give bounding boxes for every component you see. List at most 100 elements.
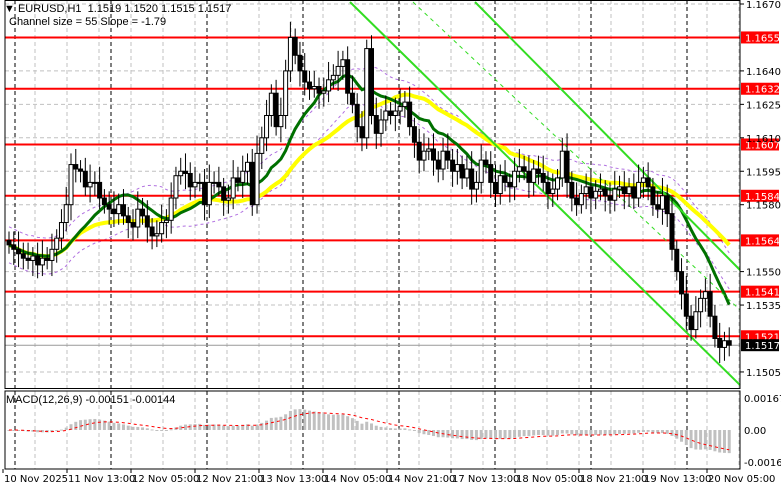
level-value: 1.1521 <box>745 332 780 343</box>
bull-candle <box>617 186 623 190</box>
x-tick-label: 20 Nov 05:00 <box>708 474 775 485</box>
bull-candle <box>87 181 93 188</box>
bear-candle <box>650 186 656 206</box>
macd-bar <box>484 430 488 439</box>
macd-bar <box>217 424 221 430</box>
macd-bar <box>660 430 664 434</box>
bull-candle <box>421 150 427 161</box>
macd-bar <box>341 414 345 430</box>
macd-bar <box>74 421 78 430</box>
bull-candle <box>54 237 60 250</box>
x-tick-label: 18 Nov 21:00 <box>580 474 647 485</box>
bull-candle <box>259 137 265 154</box>
bull-candle <box>550 188 556 195</box>
macd-bar <box>69 424 73 430</box>
bear-candle <box>120 204 126 217</box>
bull-candle <box>173 175 179 199</box>
bear-candle <box>469 168 475 190</box>
bull-candle <box>330 74 336 81</box>
channel-middle <box>412 1 741 311</box>
bull-candle <box>597 188 603 192</box>
y-tick-label: 1.1640 <box>746 67 781 78</box>
bear-candle <box>526 170 532 183</box>
bear-candle <box>11 244 17 250</box>
macd-bar <box>112 422 116 430</box>
bear-candle <box>564 150 570 183</box>
channel-upper <box>474 1 741 271</box>
macd-bar <box>503 430 507 439</box>
macd-bar <box>179 425 183 430</box>
macd-bar <box>527 430 531 437</box>
bear-candle <box>688 315 694 331</box>
macd-bar <box>365 421 369 430</box>
macd-bar <box>117 423 121 430</box>
macd-bar <box>269 417 273 430</box>
bull-candle <box>192 181 198 188</box>
macd-bar <box>722 430 726 453</box>
macd-bar <box>699 430 703 450</box>
bull-candle <box>512 170 518 188</box>
macd-bar <box>455 430 459 439</box>
bull-candle <box>497 175 503 195</box>
collapse-triangle-icon[interactable]: ▼ <box>4 3 18 15</box>
macd-bar <box>708 430 712 450</box>
x-tick-label: 12 Nov 05:00 <box>132 474 199 485</box>
macd-bar <box>245 424 249 430</box>
bull-candle <box>698 297 704 313</box>
level-value: 1.1564 <box>745 236 780 247</box>
bear-candle <box>6 239 12 246</box>
bull-candle <box>168 197 174 221</box>
current-price-value: 1.1517 <box>745 341 780 352</box>
macd-bar <box>579 430 583 436</box>
macd-bar <box>207 424 211 430</box>
macd-bar <box>126 425 130 430</box>
macd-bar <box>193 424 197 430</box>
macd-bar <box>265 420 269 430</box>
bear-candle <box>669 213 675 250</box>
macd-bar <box>427 430 431 435</box>
macd-bar <box>360 423 364 430</box>
macd-bar <box>231 425 235 430</box>
bear-candle <box>306 81 312 90</box>
bull-candle <box>287 36 293 72</box>
bull-candle <box>311 86 317 90</box>
macd-bar <box>494 430 498 440</box>
macd-bar <box>145 428 149 430</box>
bear-candle <box>111 208 117 215</box>
main-frame <box>4 0 741 389</box>
macd-bar <box>88 419 92 430</box>
macd-bar <box>50 430 54 432</box>
macd-frame <box>4 390 741 470</box>
macd-bar <box>622 430 626 434</box>
y-tick-label: 1.1625 <box>746 100 781 111</box>
bull-candle <box>454 164 460 172</box>
macd-bar <box>374 425 378 430</box>
bull-candle <box>225 197 231 201</box>
level-value: 1.1607 <box>745 140 780 151</box>
macd-header: MACD(12,26,9) -0.00151 -0.00144 <box>6 394 176 406</box>
macd-bar <box>684 430 688 446</box>
macd-bar <box>255 424 259 430</box>
macd-bar <box>460 430 464 440</box>
macd-bar <box>355 420 359 430</box>
bear-candle <box>359 126 365 139</box>
macd-bar <box>322 413 326 430</box>
bear-candle <box>297 54 303 72</box>
bull-candle <box>555 177 561 190</box>
macd-bar <box>436 430 440 438</box>
macd-bar <box>432 430 436 437</box>
y-tick-label: 1.1610 <box>746 134 781 145</box>
bear-candle <box>354 103 360 128</box>
bear-candle <box>726 340 732 346</box>
bear-candle <box>216 181 222 188</box>
bear-candle <box>631 186 637 199</box>
y-tick-label: 1.1550 <box>746 268 781 279</box>
macd-bar <box>412 430 416 432</box>
bear-candle <box>645 177 651 188</box>
bull-candle <box>640 177 646 183</box>
macd-bar <box>327 414 331 430</box>
bull-candle <box>531 168 537 183</box>
macd-bar <box>589 430 593 436</box>
macd-bar <box>55 430 59 432</box>
macd-bar <box>689 430 693 449</box>
